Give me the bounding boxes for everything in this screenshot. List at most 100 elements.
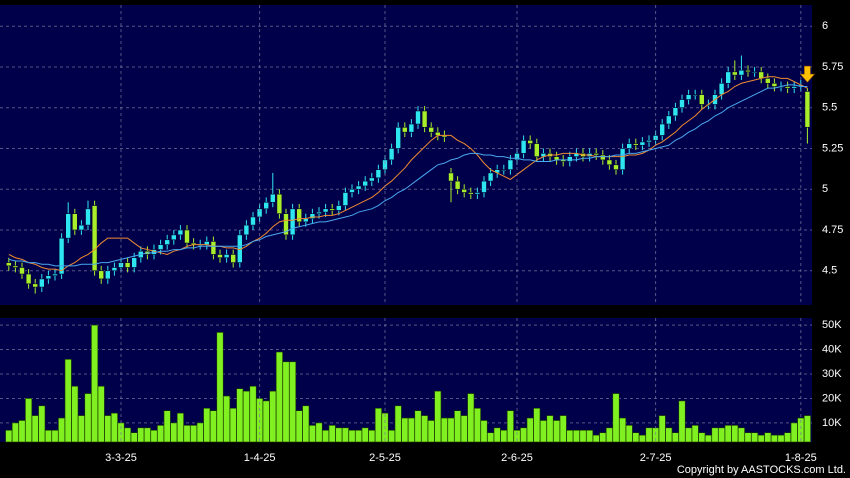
candle-body [316,211,322,214]
volume-bar [143,427,151,443]
volume-bar [599,432,607,443]
candle-body [593,153,600,156]
candle-body [646,140,652,143]
volume-bar [91,324,99,443]
volume-bar [632,432,640,443]
x-tick-label: 2-5-25 [369,452,401,464]
y-tick-label: 40K [822,343,842,355]
volume-bar [104,415,112,443]
volume-bar [348,429,356,443]
candle-body [131,257,137,268]
volume-bar [223,395,231,443]
candle-body [250,216,256,226]
candle-body [679,99,685,109]
volume-bar [249,385,257,443]
volume-bar [150,429,158,443]
candle-body [38,278,45,288]
volume-bar [44,429,52,443]
volume-bar [658,415,666,443]
volume-bar [97,385,105,443]
volume-bar [678,400,686,443]
candle-body [6,262,12,267]
volume-bar [718,427,726,443]
volume-bar [751,432,759,443]
candle-body [626,143,633,149]
volume-bar [467,393,475,443]
candle-body [408,123,415,133]
y-tick-label: 4.5 [822,265,837,277]
x-tick-label: 1-4-25 [244,452,276,464]
candle-body [804,91,811,128]
volume-bar [619,417,627,443]
x-tick-label: 2-6-25 [501,452,533,464]
candle-body [401,126,408,133]
y-tick-label: 5.75 [822,61,843,73]
volume-bar [355,429,363,443]
candle-body [32,283,39,288]
volume-bar [645,427,653,443]
candle-body [533,143,540,157]
volume-bar [790,422,798,443]
volume-bar [665,427,673,443]
volume-bar [58,417,66,443]
y-tick-label: 5.5 [822,102,837,114]
volume-bar [698,432,706,443]
candle-body [698,94,705,105]
candle-body [177,229,184,236]
candle-body [322,208,329,213]
volume-bar [704,434,712,443]
candle-body [487,172,494,182]
candle-body [784,86,791,89]
volume-bar [196,422,204,443]
volume-bar [638,434,646,443]
volume-bar [190,425,198,443]
volume-bar [473,407,481,443]
volume-bar [427,420,435,443]
candle-body [91,205,98,272]
volume-bar [592,434,600,443]
candle-body [296,208,303,223]
volume-bar [711,427,719,443]
y-tick-label: 6 [822,20,828,32]
candle-body [527,140,534,144]
candle-body [659,123,666,136]
volume-bar [625,425,633,443]
candle-body [52,273,58,276]
candle-body [606,159,613,166]
candle-body [566,156,573,162]
candle-body [718,82,725,95]
volume-bar [38,405,46,443]
y-tick-label: 5 [822,183,828,195]
candle-body [105,270,111,280]
candle-body [467,192,474,195]
volume-bar [434,390,442,443]
y-tick-label: 50K [822,319,842,331]
candle-body [58,237,65,275]
volume-bar [137,427,145,443]
volume-bar [209,410,217,443]
volume-bar [84,393,92,443]
candle-body [731,71,738,76]
volume-bar [671,432,679,443]
candle-body [520,140,527,154]
volume-bar [605,427,613,443]
volume-bar [691,425,699,443]
volume-bar [163,410,171,443]
candle-body [672,107,679,117]
volume-bar [770,434,778,443]
candle-body [243,224,250,236]
volume-bar [335,427,343,443]
volume-bar [493,427,501,443]
volume-bar [685,427,693,443]
volume-bar [731,425,739,443]
volume-bar [612,393,620,443]
volume-bar [302,405,310,443]
x-tick-label: 1-8-25 [785,452,817,464]
volume-bar [784,432,792,443]
candle-body [599,154,606,161]
candle-body [45,275,52,280]
volume-bar [229,407,237,443]
volume-bar [500,429,508,443]
